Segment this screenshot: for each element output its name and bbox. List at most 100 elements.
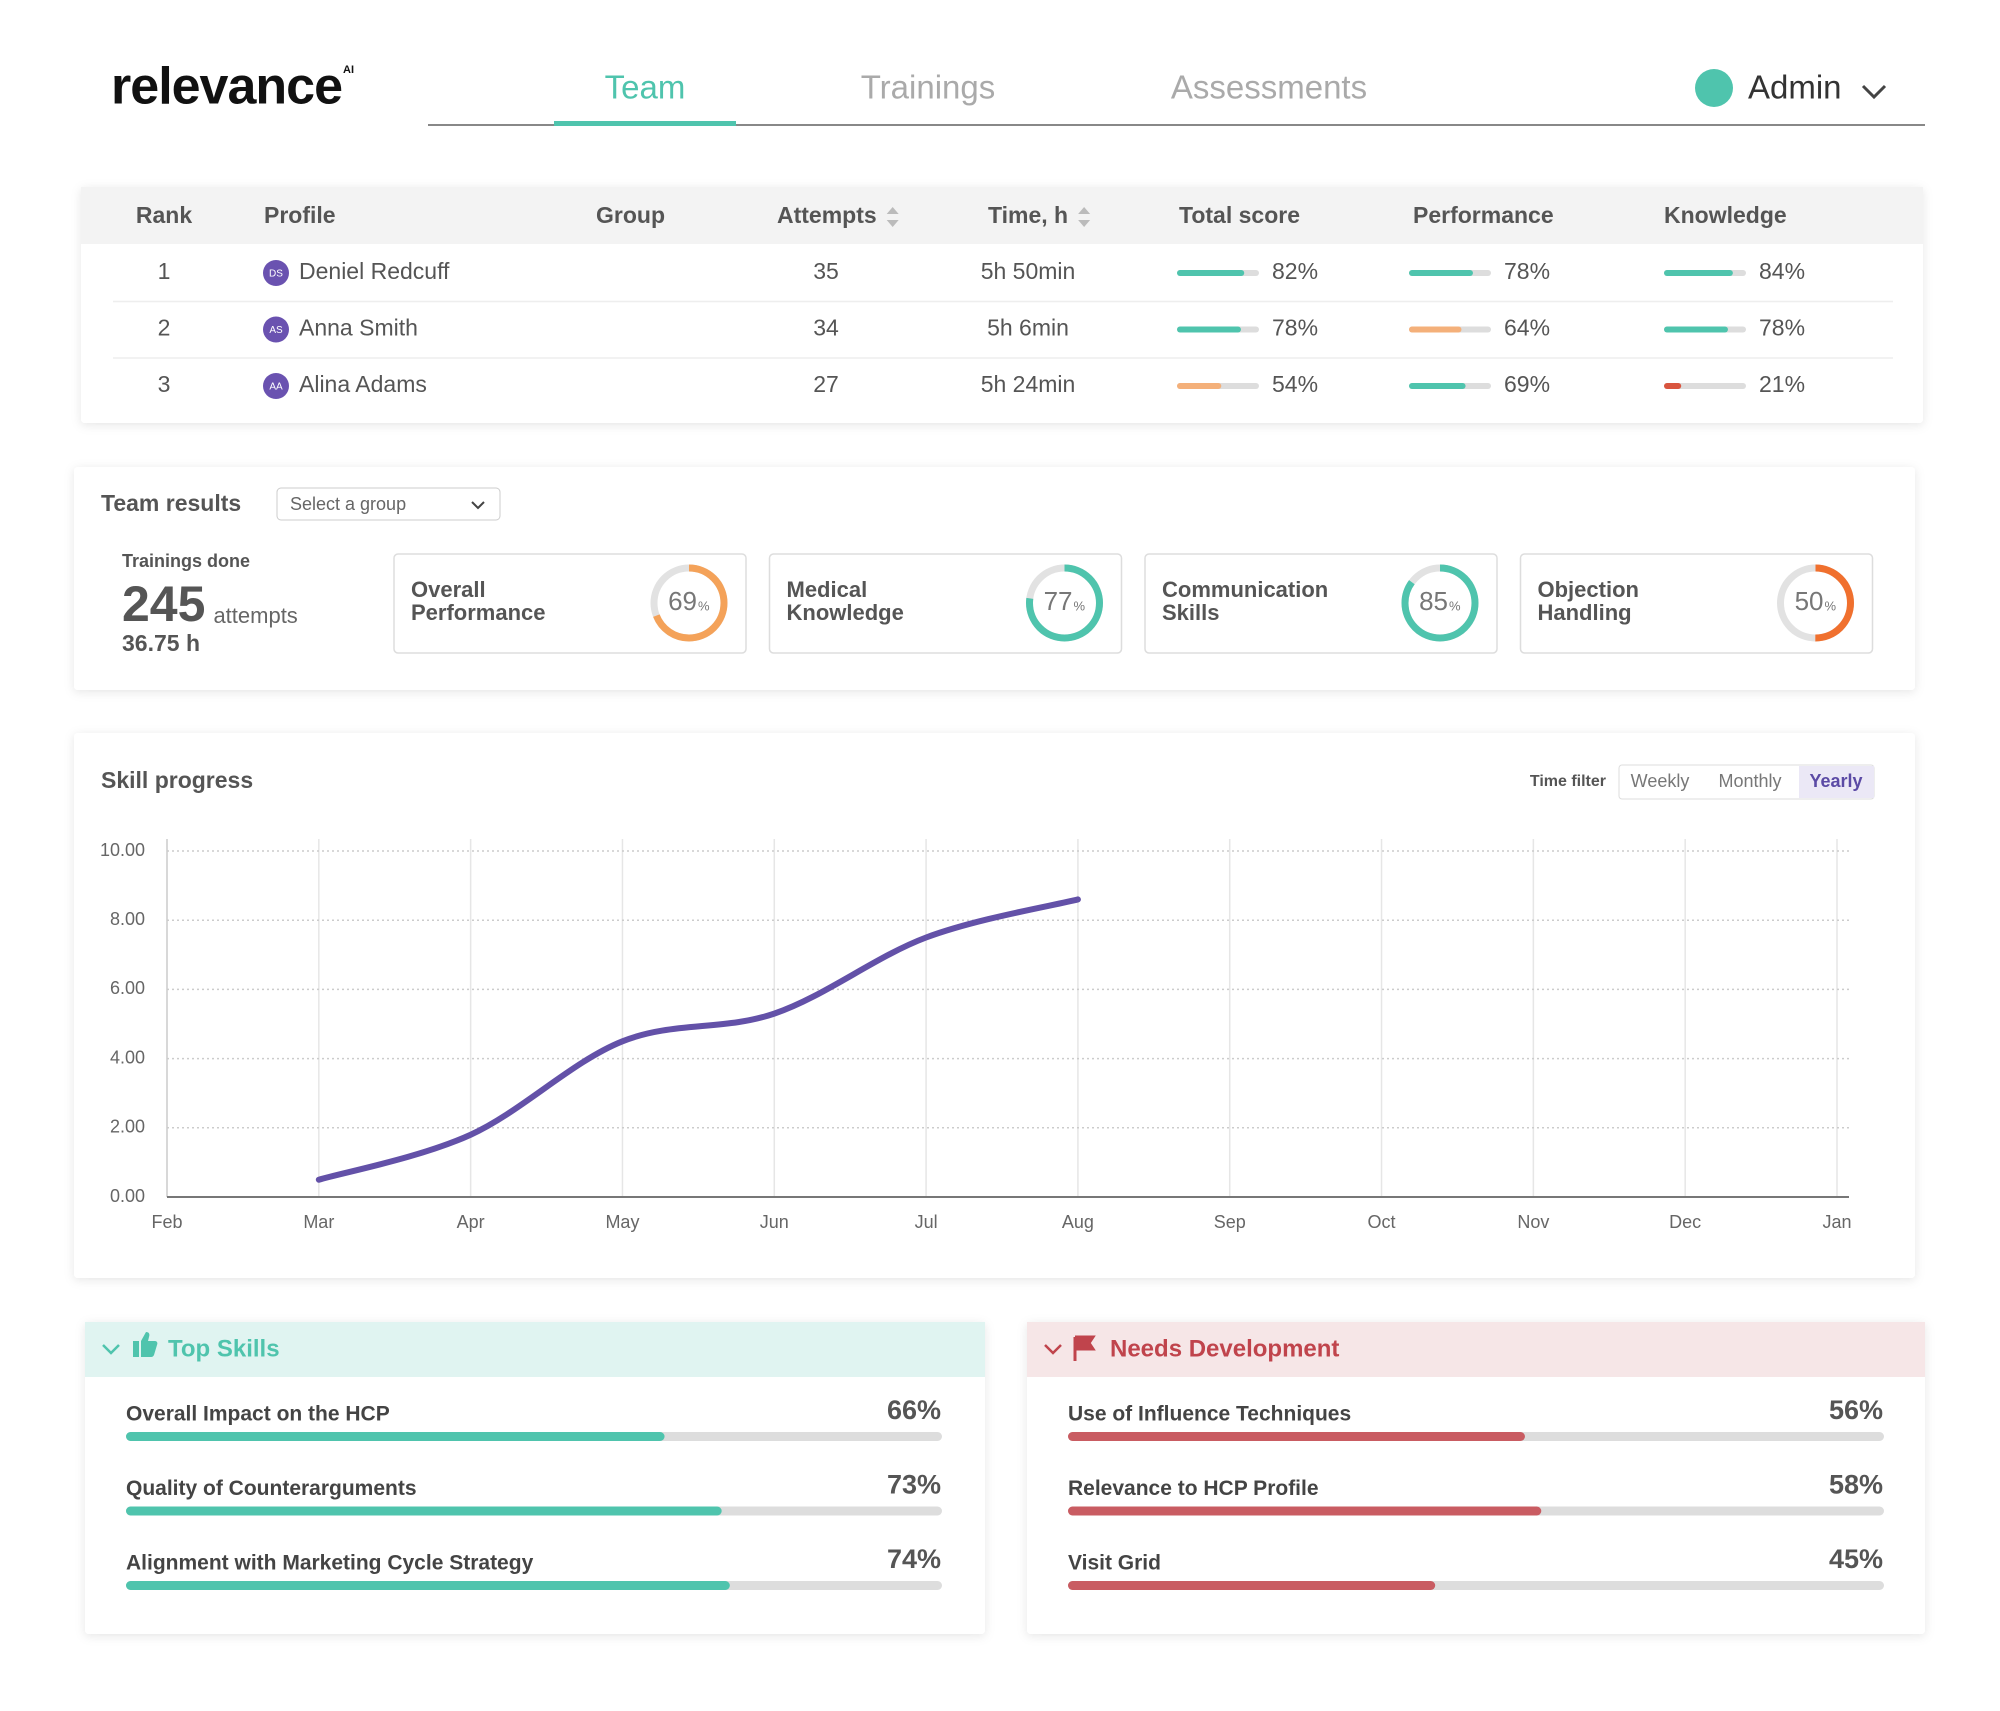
gauge-card	[393, 553, 747, 654]
x-tick-label: Dec	[1669, 1212, 1701, 1232]
x-tick-label: May	[605, 1212, 639, 1232]
skill-bar	[126, 1581, 730, 1590]
score-label: 69%	[1504, 371, 1550, 397]
gauge-arc	[650, 564, 728, 642]
x-tick-label: Oct	[1368, 1212, 1396, 1232]
skill-bar	[1068, 1581, 1436, 1590]
gauge-label: Performance	[411, 600, 546, 625]
skill-value: 56%	[1829, 1395, 1883, 1425]
skill-label: Alignment with Marketing Cycle Strategy	[126, 1552, 534, 1575]
skill-bar	[1068, 1506, 1542, 1516]
nav-tab[interactable]: Team	[605, 69, 686, 106]
score-bar	[1409, 326, 1462, 333]
score-bar	[1177, 383, 1222, 389]
attempts-total: 245	[122, 576, 205, 632]
time-filter-active	[1799, 766, 1874, 798]
x-tick-label: Nov	[1517, 1212, 1549, 1232]
column-header: Knowledge	[1664, 202, 1787, 228]
line-series	[315, 896, 1081, 1183]
user-name[interactable]: Admin	[1748, 69, 1842, 106]
y-tick-label: 6.00	[110, 978, 145, 998]
nav-tab[interactable]: Trainings	[861, 69, 996, 106]
score-bar	[1177, 270, 1245, 276]
x-tick-label: Apr	[457, 1212, 485, 1232]
group-select[interactable]	[276, 487, 501, 521]
logo-sup: AI	[343, 64, 354, 76]
x-tick-label: Aug	[1062, 1212, 1094, 1232]
skill-label: Quality of Counterarguments	[126, 1477, 417, 1500]
gauge-label: Overall	[411, 577, 486, 602]
collapse-chevron[interactable]	[1044, 1344, 1062, 1355]
score-label: 84%	[1759, 258, 1805, 284]
skill-label: Visit Grid	[1068, 1552, 1161, 1575]
avatar	[263, 316, 289, 343]
y-tick-label: 2.00	[110, 1117, 145, 1137]
sort-icon[interactable]	[886, 207, 899, 227]
gauge-label: Communication	[1162, 577, 1328, 602]
user-chevron[interactable]	[1861, 84, 1887, 100]
avatar-initials: DS	[269, 269, 283, 280]
select-chevron	[471, 501, 485, 510]
gauge-card	[768, 553, 1123, 654]
time-filter-option[interactable]: Weekly	[1631, 771, 1690, 791]
gauge-value: 50	[1795, 586, 1824, 616]
gauge-value: 77	[1044, 586, 1073, 616]
section-title: Team results	[101, 490, 241, 516]
nav-tab[interactable]: Assessments	[1171, 69, 1367, 106]
time-filter-option[interactable]: Monthly	[1718, 771, 1781, 791]
time: 5h 24min	[981, 371, 1076, 397]
gauge-card	[1519, 553, 1874, 654]
gauge-label: Medical	[787, 577, 868, 602]
x-tick-label: Mar	[303, 1212, 334, 1232]
column-header: Rank	[136, 202, 192, 228]
column-header: Performance	[1413, 202, 1554, 228]
time: 5h 6min	[987, 315, 1069, 341]
skill-label: Use of Influence Techniques	[1068, 1403, 1351, 1426]
score-bar	[1177, 326, 1241, 333]
score-bar	[1664, 270, 1733, 276]
collapse-chevron[interactable]	[102, 1344, 120, 1355]
rank: 1	[158, 258, 171, 284]
hours-total: 36.75 h	[122, 630, 200, 656]
flag-icon	[1073, 1335, 1096, 1361]
rank: 3	[158, 371, 171, 397]
score-label: 21%	[1759, 371, 1805, 397]
gauge-unit: %	[1825, 598, 1837, 613]
avatar-initials: AA	[269, 382, 283, 393]
gauge-unit: %	[698, 598, 710, 613]
gauge-unit: %	[1449, 598, 1461, 613]
gauge-label: Knowledge	[787, 600, 904, 625]
attempts-unit: attempts	[213, 603, 297, 628]
table-header-bg	[81, 187, 1923, 244]
skill-label: Relevance to HCP Profile	[1068, 1477, 1319, 1500]
panel-title: Top Skills	[168, 1335, 280, 1362]
column-header: Profile	[264, 202, 336, 228]
thumbs-up-icon	[133, 1332, 158, 1357]
attempts: 34	[813, 315, 839, 341]
avatar-initials: AS	[269, 325, 283, 336]
select-placeholder: Select a group	[290, 494, 406, 514]
column-header: Time, h	[988, 202, 1068, 228]
needs-development-header	[1027, 1322, 1925, 1377]
attempts: 35	[813, 258, 839, 284]
gauge-value: 69	[668, 586, 697, 616]
score-label: 82%	[1272, 258, 1318, 284]
time-filter-option[interactable]: Yearly	[1809, 771, 1862, 791]
avatar	[263, 260, 289, 286]
panel-title: Needs Development	[1110, 1335, 1339, 1362]
score-bar	[1664, 326, 1728, 333]
column-header: Total score	[1179, 202, 1300, 228]
profile-name: Anna Smith	[299, 315, 418, 341]
rank: 2	[158, 315, 171, 341]
score-track	[1664, 383, 1746, 389]
attempts: 27	[813, 371, 839, 397]
score-label: 78%	[1272, 315, 1318, 341]
sort-icon[interactable]	[1078, 207, 1091, 227]
skill-bar	[126, 1432, 665, 1441]
logo: relevance	[111, 58, 342, 116]
score-label: 78%	[1504, 258, 1550, 284]
top-skills-card	[85, 1322, 985, 1634]
x-tick-label: Jul	[915, 1212, 938, 1232]
y-tick-label: 10.00	[100, 840, 145, 860]
